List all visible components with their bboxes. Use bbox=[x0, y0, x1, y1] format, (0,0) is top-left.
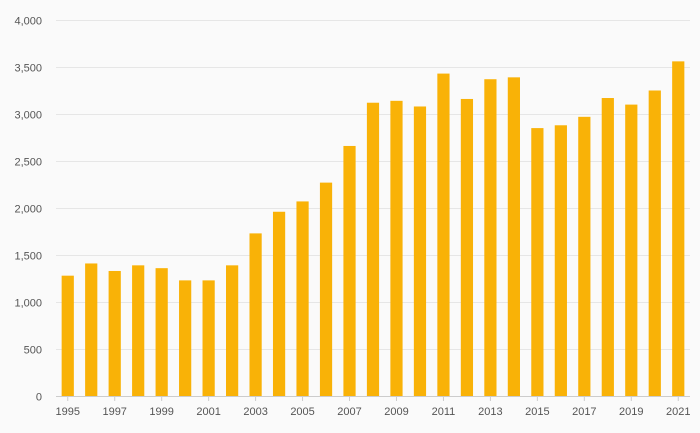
x-tick-label: 1999 bbox=[149, 406, 173, 418]
x-axis: 1995 1997 1999 2001 2003 2005 2007 2009 2011 2013… bbox=[55, 396, 691, 418]
y-tick-label: 2,500 bbox=[14, 157, 42, 169]
y-tick-label: 1,000 bbox=[14, 298, 42, 310]
y-tick-label: 1,500 bbox=[14, 251, 42, 263]
bar-1995 bbox=[61, 275, 74, 396]
bar-2006 bbox=[319, 182, 333, 396]
x-tick-label: 2015 bbox=[525, 406, 549, 418]
bar-2012 bbox=[460, 98, 474, 397]
x-tick-label: 2011 bbox=[432, 406, 456, 418]
x-tick-label: 2007 bbox=[337, 406, 361, 418]
bar-series bbox=[61, 61, 685, 397]
bar-2009 bbox=[390, 100, 403, 396]
bar-2011 bbox=[437, 73, 450, 396]
y-tick-label: 3,000 bbox=[14, 110, 42, 122]
bar-1997 bbox=[108, 270, 121, 396]
x-tick-label: 2009 bbox=[384, 406, 408, 418]
y-tick-label: 3,500 bbox=[14, 63, 42, 75]
y-tick-label: 2,000 bbox=[14, 204, 42, 216]
bar-2015 bbox=[531, 128, 544, 396]
x-tick-label: 2013 bbox=[478, 406, 502, 418]
x-tick-label: 2019 bbox=[619, 406, 643, 418]
bar-2002 bbox=[226, 265, 239, 396]
bar-2008 bbox=[366, 102, 380, 396]
x-tick-label: 2003 bbox=[243, 406, 267, 418]
bar-2018 bbox=[601, 98, 614, 397]
bar-2001 bbox=[202, 280, 215, 396]
bar-2004 bbox=[272, 211, 286, 396]
y-tick-label: 500 bbox=[24, 345, 42, 357]
bar-2005 bbox=[296, 201, 309, 396]
bar-1999 bbox=[155, 268, 168, 396]
y-tick-label: 0 bbox=[36, 392, 42, 404]
bar-2010 bbox=[413, 106, 427, 396]
x-tick-label: 2017 bbox=[572, 406, 596, 418]
bar-1996 bbox=[85, 263, 98, 396]
y-tick-label: 4,000 bbox=[14, 16, 42, 28]
y-axis: 0 500 1,000 1,500 2,000 2,500 3,000 3,500 4,000 bbox=[14, 16, 42, 404]
bar-2021 bbox=[672, 61, 685, 397]
x-tick-label: 2021 bbox=[666, 406, 690, 418]
x-tick-label: 1995 bbox=[55, 406, 79, 418]
bar-2013 bbox=[484, 79, 497, 396]
bar-2003 bbox=[249, 233, 262, 396]
x-tick-label: 2005 bbox=[290, 406, 314, 418]
bar-2016 bbox=[554, 125, 567, 396]
x-tick-label: 1997 bbox=[102, 406, 126, 418]
bar-2019 bbox=[625, 104, 638, 396]
bar-2007 bbox=[343, 145, 356, 396]
bar-2020 bbox=[648, 90, 661, 396]
bar-1998 bbox=[132, 265, 145, 396]
bar-2017 bbox=[578, 116, 591, 396]
bar-2000 bbox=[179, 280, 192, 396]
bar-2014 bbox=[507, 77, 520, 396]
x-tick-label: 2001 bbox=[196, 406, 220, 418]
